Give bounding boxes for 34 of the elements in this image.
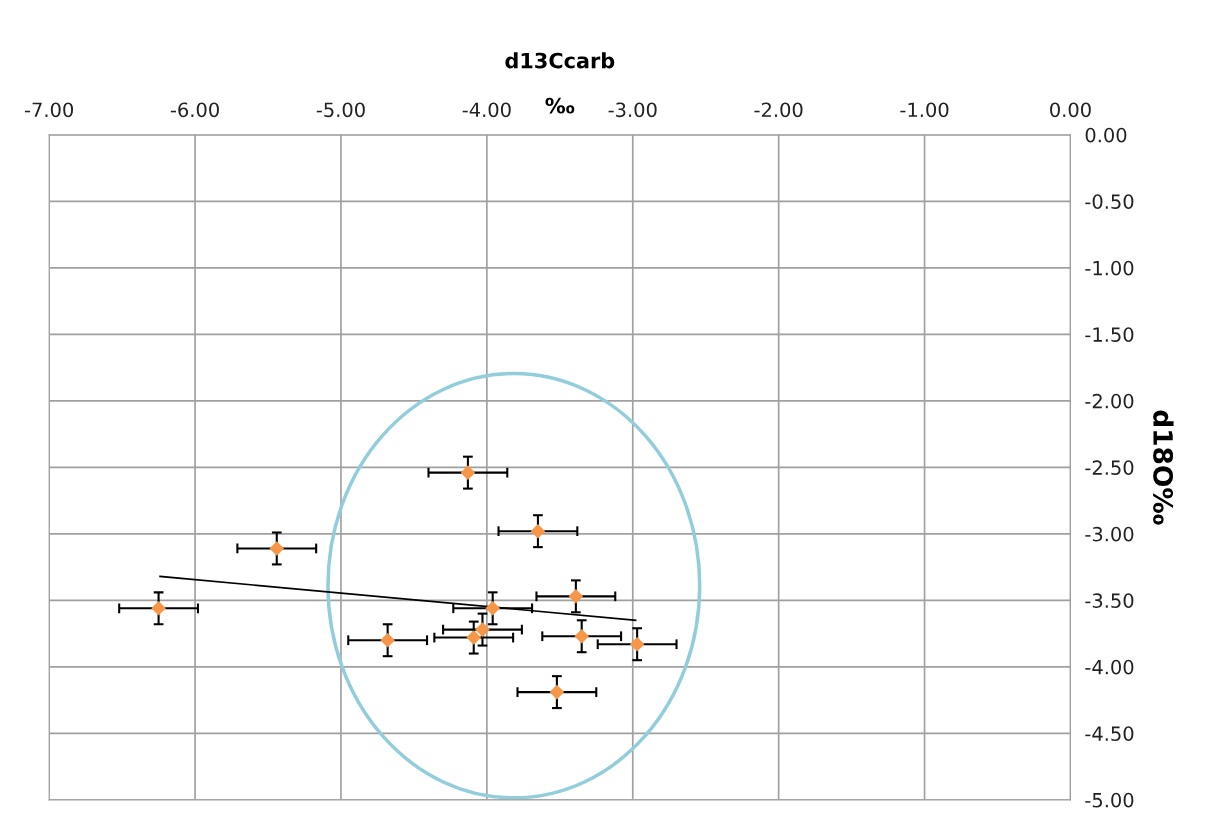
point [485,601,500,616]
y-tick-label: -1.00 [1085,260,1134,276]
point [380,632,395,648]
x-axis-title: ‰ [545,97,575,114]
point [629,636,645,652]
x-tick-label: -1.00 [900,102,949,118]
y-tick-label: -5.00 [1085,792,1134,808]
point [574,628,589,644]
y-tick-label: -3.00 [1085,526,1134,542]
y-tick-label: -1.50 [1085,327,1134,342]
y-tick-label: -4.50 [1085,726,1134,741]
point [549,684,565,700]
x-tick-label: -2.00 [754,102,803,118]
y-axis-title: d18O‰ [1153,410,1174,525]
x-tick-label: -4.00 [462,102,511,118]
y-tick-label: -4.00 [1085,659,1134,675]
point [568,589,584,604]
x-tick-label: -3.00 [608,102,657,118]
point [530,523,546,539]
point [151,601,166,616]
point [269,541,285,556]
y-tick-label: -0.50 [1085,194,1134,209]
x-tick-label: -7.00 [24,102,74,118]
y-tick-label: -2.50 [1085,460,1134,475]
point [466,630,482,645]
y-tick-label: -3.50 [1085,593,1134,608]
point [460,465,476,480]
x-tick-label: -6.00 [170,102,219,118]
chart-title: d13Ccarb [505,52,615,69]
x-tick-label: -5.00 [316,102,365,118]
y-tick-label: 0.00 [1085,127,1127,143]
point [475,622,490,637]
y-tick-label: -2.00 [1085,393,1134,409]
x-tick-label: 0.00 [1050,102,1091,118]
